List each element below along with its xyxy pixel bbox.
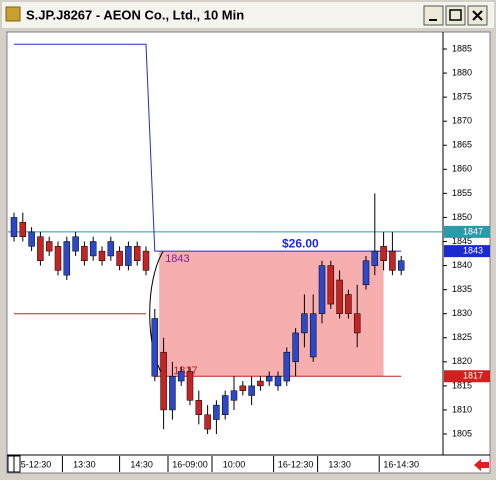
y-tick-label: 1845: [452, 236, 472, 246]
plot: $26.00 1843 1817 1805 1810 1815 1820 1825 1830 18…: [8, 43, 490, 472]
y-tick-label: 1865: [452, 140, 472, 150]
candle-body: [151, 318, 159, 377]
y-tick-label: 1815: [452, 380, 472, 390]
y-tick-label: 1880: [452, 67, 472, 77]
candle-body: [309, 313, 317, 358]
y-tick-label: 1885: [452, 43, 472, 53]
candle-body: [221, 395, 229, 415]
price-marker: [444, 370, 490, 383]
indicator-line: [14, 43, 402, 252]
y-tick-label: 1855: [452, 188, 472, 198]
minimize-button[interactable]: [423, 5, 444, 26]
candle-body: [98, 250, 106, 261]
candle-body: [72, 236, 79, 252]
y-tick-label: 1835: [452, 284, 472, 294]
x-tick-label: 5-12:30: [21, 459, 52, 469]
candle-body: [292, 332, 299, 363]
x-tick-label: 16-12:30: [278, 459, 314, 469]
candle-body: [353, 313, 361, 334]
candle-body: [336, 279, 343, 314]
candle-body: [160, 351, 167, 411]
candle-body: [142, 250, 150, 271]
candle-body: [45, 241, 53, 252]
candle-body: [257, 380, 264, 387]
candle-body: [371, 250, 379, 266]
zone-high-label: 1843: [165, 253, 189, 265]
candle-body: [116, 250, 123, 266]
candle-body: [248, 385, 255, 396]
candle-body: [204, 414, 211, 430]
y-tick-label: 1805: [452, 428, 472, 438]
y-tick-label: 1860: [452, 164, 472, 174]
candle-body: [54, 246, 62, 271]
y-tick-label: 1840: [452, 260, 472, 270]
candle-body: [81, 246, 88, 261]
candle-body: [380, 246, 387, 261]
candle-body: [213, 404, 220, 420]
candle-body: [389, 250, 396, 271]
candle-body: [186, 371, 194, 401]
candle-body: [63, 241, 71, 276]
x-tick-label: 16-14:30: [383, 459, 419, 469]
close-glyph: [472, 10, 483, 21]
candle-body: [397, 260, 405, 271]
y-tick-label: 1825: [452, 332, 472, 342]
candle-body: [169, 376, 176, 411]
candle-body: [327, 265, 335, 305]
price-marker-label: 1843: [463, 246, 483, 256]
y-tick-label: 1810: [452, 404, 472, 414]
candle-body: [37, 236, 44, 261]
range-label: $26.00: [282, 236, 319, 250]
candle-body: [301, 313, 308, 334]
candle-body: [28, 231, 35, 247]
y-tick-label: 1820: [452, 356, 472, 366]
y-tick-label: 1830: [452, 308, 472, 318]
candle-body: [239, 385, 247, 391]
candle-body: [177, 371, 185, 382]
y-tick-label: 1875: [452, 92, 472, 102]
price-marker-label: 1817: [463, 371, 483, 381]
candle-body: [318, 265, 326, 314]
app-icon: [5, 6, 21, 22]
maximize-button[interactable]: [445, 5, 466, 26]
candle-body: [125, 246, 132, 266]
candle-body: [274, 376, 282, 387]
candle-body: [345, 294, 352, 314]
price-marker: [444, 245, 490, 258]
window-buttons[interactable]: [423, 5, 488, 26]
zone-low-label: 1817: [173, 365, 197, 377]
price-marker: [444, 225, 490, 238]
x-tick-label: 13:30: [328, 459, 351, 469]
scroll-arrow[interactable]: [474, 459, 489, 471]
candle-body: [10, 217, 18, 237]
candle-body: [195, 400, 203, 415]
price-marker-label: 1847: [463, 226, 483, 236]
candle-body: [283, 351, 291, 382]
candle-body: [230, 390, 238, 401]
y-tick-label: 1870: [452, 116, 472, 126]
title-bar: [2, 2, 494, 28]
candle-body: [265, 376, 273, 382]
x-tick-label: 14:30: [130, 459, 153, 469]
candle-body: [89, 241, 97, 257]
candle-body: [107, 241, 115, 257]
x-tick-label: 13:30: [73, 459, 96, 469]
candle-body: [19, 222, 27, 237]
candle-body: [362, 260, 370, 286]
x-tick-label: 10:00: [223, 459, 246, 469]
x-tick-label: 16-09:00: [172, 459, 208, 469]
y-tick-label: 1850: [452, 212, 472, 222]
maximize-glyph: [449, 9, 462, 21]
candle-body: [133, 246, 141, 261]
window-title: S.JP.J8267 - AEON Co., Ltd., 10 Min: [26, 7, 244, 22]
